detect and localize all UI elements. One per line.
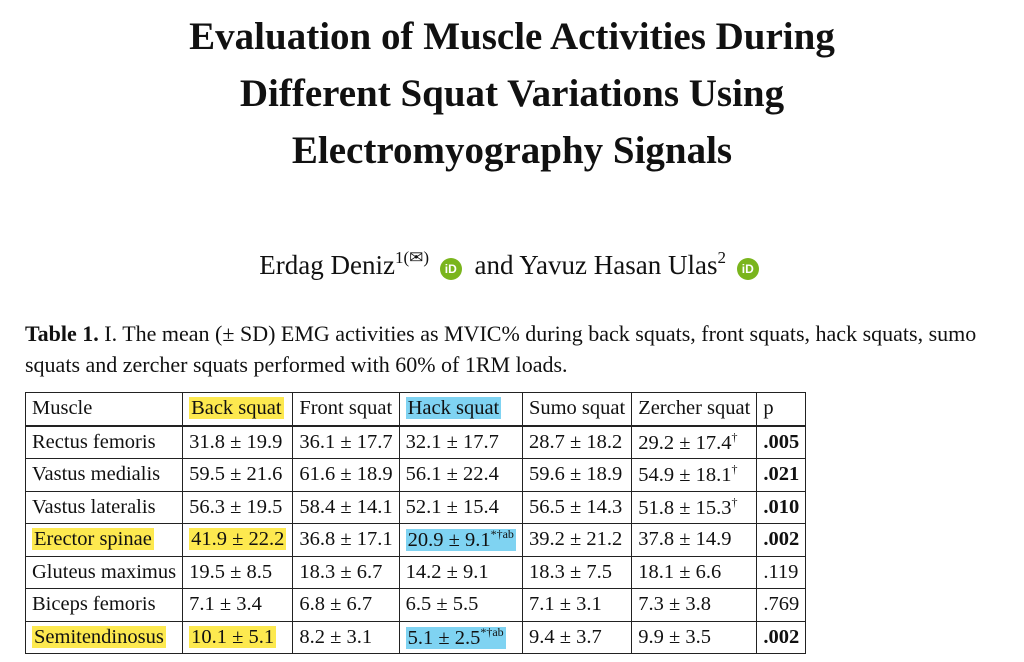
cell-zercher-squat: 7.3 ± 3.8 xyxy=(631,588,758,622)
paper-title-line: Different Squat Variations Using xyxy=(239,72,785,115)
table-row: Vastus lateralis 56.3 ± 19.5 58.4 ± 14.1… xyxy=(24,490,807,524)
table-caption-label: Table 1. xyxy=(25,321,99,346)
cell-p: .021 xyxy=(756,458,807,492)
significance-mark: *†ab xyxy=(480,624,504,639)
highlight-cyan: 5.1 ± 2.5*†ab xyxy=(405,624,506,649)
cell-hack-squat: 6.5 ± 5.5 xyxy=(398,588,523,622)
cell-back-squat: 19.5 ± 8.5 xyxy=(182,555,294,589)
cell-muscle: Biceps femoris xyxy=(24,588,184,622)
highlight-yellow: Erector spinae xyxy=(32,528,154,551)
cell-front-squat: 36.1 ± 17.7 xyxy=(292,425,400,459)
cell-hack-squat: 5.1 ± 2.5*†ab xyxy=(398,620,523,654)
author-affiliation: 1(✉) xyxy=(394,248,430,267)
cell-p: .119 xyxy=(756,555,807,589)
table-row: Gluteus maximus 19.5 ± 8.5 18.3 ± 6.7 14… xyxy=(24,555,807,589)
cell-p: .769 xyxy=(756,588,807,622)
paper-title-line: Evaluation of Muscle Activities During xyxy=(189,15,835,58)
highlight-cyan: 20.9 ± 9.1*†ab xyxy=(405,527,516,552)
highlight-yellow: 10.1 ± 5.1 xyxy=(189,625,277,648)
table-row: Biceps femoris 7.1 ± 3.4 6.8 ± 6.7 6.5 ±… xyxy=(24,588,807,622)
cell-zercher-squat: 51.8 ± 15.3† xyxy=(631,490,758,524)
cell-sumo-squat: 7.1 ± 3.1 xyxy=(521,588,633,622)
orcid-icon[interactable]: iD xyxy=(736,258,759,280)
cell-muscle: Vastus lateralis xyxy=(24,490,184,524)
header-muscle: Muscle xyxy=(24,392,184,427)
cell-sumo-squat: 39.2 ± 21.2 xyxy=(521,523,633,557)
cell-muscle: Vastus medialis xyxy=(24,458,184,492)
table-caption: Table 1. I. The mean (± SD) EMG activiti… xyxy=(25,318,1000,380)
cell-front-squat: 6.8 ± 6.7 xyxy=(292,588,400,622)
header-hack-squat: Hack squat xyxy=(398,392,523,427)
significance-mark: † xyxy=(731,494,738,509)
highlight-yellow: Back squat xyxy=(189,397,284,420)
table-row: Semitendinosus 10.1 ± 5.1 8.2 ± 3.1 5.1 … xyxy=(24,620,807,654)
cell-p: .002 xyxy=(756,620,807,654)
cell-sumo-squat: 18.3 ± 7.5 xyxy=(521,555,633,589)
cell-zercher-squat: 29.2 ± 17.4† xyxy=(631,425,758,459)
author-name: Erdag Deniz xyxy=(259,250,395,280)
cell-front-squat: 36.8 ± 17.1 xyxy=(292,523,400,557)
cell-zercher-squat: 18.1 ± 6.6 xyxy=(631,555,758,589)
cell-front-squat: 61.6 ± 18.9 xyxy=(292,458,400,492)
cell-hack-squat: 32.1 ± 17.7 xyxy=(398,425,523,459)
cell-sumo-squat: 59.6 ± 18.9 xyxy=(521,458,633,492)
paper-title-line: Electromyography Signals xyxy=(291,129,733,172)
table-header-row: Muscle Back squat Front squat Hack squat… xyxy=(24,392,807,427)
cell-front-squat: 18.3 ± 6.7 xyxy=(292,555,400,589)
table-row: Erector spinae 41.9 ± 22.2 36.8 ± 17.1 2… xyxy=(24,523,807,557)
cell-p: .005 xyxy=(756,425,807,459)
paper-title: Evaluation of Muscle Activities During D… xyxy=(0,8,1024,179)
cell-zercher-squat: 37.8 ± 14.9 xyxy=(631,523,758,557)
orcid-icon[interactable]: iD xyxy=(439,258,462,280)
cell-muscle: Gluteus maximus xyxy=(24,555,184,589)
cell-muscle: Rectus femoris xyxy=(24,425,184,459)
table-row: Rectus femoris 31.8 ± 19.9 36.1 ± 17.7 3… xyxy=(24,425,807,459)
header-sumo-squat: Sumo squat xyxy=(521,392,633,427)
cell-back-squat: 10.1 ± 5.1 xyxy=(182,620,294,654)
cell-front-squat: 8.2 ± 3.1 xyxy=(292,620,400,654)
highlight-yellow: 41.9 ± 22.2 xyxy=(189,528,287,551)
cell-hack-squat: 56.1 ± 22.4 xyxy=(398,458,523,492)
cell-zercher-squat: 9.9 ± 3.5 xyxy=(631,620,758,654)
cell-back-squat: 7.1 ± 3.4 xyxy=(182,588,294,622)
table-row: Vastus medialis 59.5 ± 21.6 61.6 ± 18.9 … xyxy=(24,458,807,492)
cell-front-squat: 58.4 ± 14.1 xyxy=(292,490,400,524)
highlight-cyan: Hack squat xyxy=(405,397,502,420)
cell-sumo-squat: 56.5 ± 14.3 xyxy=(521,490,633,524)
cell-hack-squat: 14.2 ± 9.1 xyxy=(398,555,523,589)
significance-mark: † xyxy=(731,429,738,444)
cell-sumo-squat: 28.7 ± 18.2 xyxy=(521,425,633,459)
highlight-yellow: Semitendinosus xyxy=(32,625,166,648)
author-name: Yavuz Hasan Ulas xyxy=(519,250,718,280)
header-p: p xyxy=(756,392,807,427)
header-back-squat: Back squat xyxy=(182,392,294,427)
table-caption-text: I. The mean (± SD) EMG activities as MVI… xyxy=(25,321,977,377)
header-zercher-squat: Zercher squat xyxy=(631,392,758,427)
cell-back-squat: 59.5 ± 21.6 xyxy=(182,458,294,492)
cell-sumo-squat: 9.4 ± 3.7 xyxy=(521,620,633,654)
cell-back-squat: 41.9 ± 22.2 xyxy=(182,523,294,557)
emg-table: Muscle Back squat Front squat Hack squat… xyxy=(24,392,807,654)
significance-mark: † xyxy=(731,462,738,477)
cell-muscle: Semitendinosus xyxy=(24,620,184,654)
author-affiliation: 2 xyxy=(717,248,726,267)
cell-hack-squat: 20.9 ± 9.1*†ab xyxy=(398,523,523,557)
author-line: Erdag Deniz1(✉) iD and Yavuz Hasan Ulas2… xyxy=(0,238,1024,285)
author-joiner: and xyxy=(474,250,514,280)
cell-hack-squat: 52.1 ± 15.4 xyxy=(398,490,523,524)
significance-mark: *†ab xyxy=(490,527,514,542)
cell-zercher-squat: 54.9 ± 18.1† xyxy=(631,458,758,492)
cell-p: .010 xyxy=(756,490,807,524)
cell-back-squat: 31.8 ± 19.9 xyxy=(182,425,294,459)
cell-back-squat: 56.3 ± 19.5 xyxy=(182,490,294,524)
cell-p: .002 xyxy=(756,523,807,557)
cell-muscle: Erector spinae xyxy=(24,523,184,557)
header-front-squat: Front squat xyxy=(292,392,400,427)
